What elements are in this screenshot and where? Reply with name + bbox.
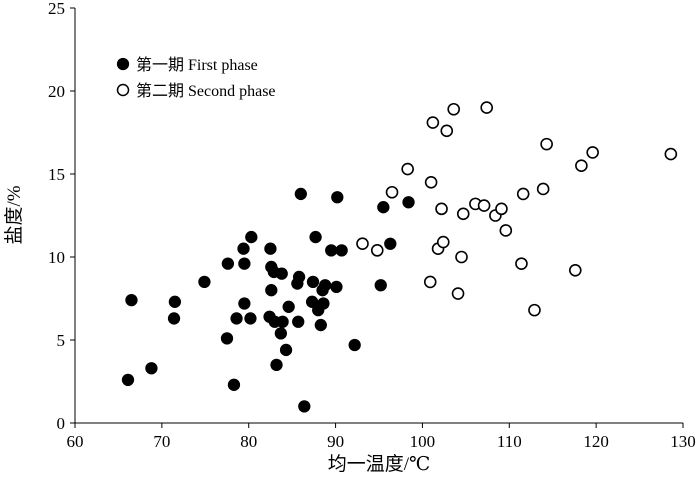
second-phase-point (426, 116, 440, 129)
second-phase-point (586, 146, 599, 159)
legend-marker-first-phase (116, 57, 130, 71)
second-phase-point (499, 224, 513, 237)
first-phase-point (309, 230, 322, 244)
data-points (121, 101, 678, 413)
first-phase-point (276, 315, 289, 328)
x-tick-label: 60 (67, 432, 84, 451)
second-phase-point (385, 185, 399, 199)
first-phase-point (265, 284, 278, 297)
legend-label-second-phase: 第二期 Second phase (136, 82, 276, 100)
second-phase-point (568, 263, 582, 277)
first-phase-point (167, 312, 181, 325)
first-phase-point (274, 327, 288, 340)
first-phase-point (318, 279, 332, 292)
second-phase-point (575, 159, 588, 172)
first-phase-point (282, 300, 295, 313)
second-phase-point (424, 176, 438, 189)
y-tick-label: 25 (48, 0, 65, 18)
first-phase-point (292, 270, 306, 284)
legend-label-first-phase: 第一期 First phase (136, 56, 258, 74)
y-axis-title: 盐度/% (3, 185, 25, 244)
first-phase-point (402, 196, 415, 209)
x-tick-label: 100 (410, 432, 436, 451)
second-phase-point (401, 162, 414, 176)
first-phase-point (270, 358, 283, 372)
second-phase-point (447, 102, 460, 116)
second-phase-point (477, 199, 491, 212)
first-phase-point (230, 312, 243, 325)
first-phase-point (238, 297, 251, 310)
first-phase-point (314, 318, 327, 332)
legend: 第一期 First phase 第二期 Second phase (116, 56, 276, 100)
first-phase-point (198, 275, 211, 289)
second-phase-point (536, 182, 550, 196)
first-phase-point (335, 244, 348, 257)
x-tick-label: 110 (497, 432, 522, 451)
first-phase-point (298, 400, 311, 413)
second-phase-point (440, 124, 454, 138)
second-phase-point (451, 287, 465, 300)
first-phase-point (145, 362, 158, 375)
first-phase-point (294, 187, 307, 201)
second-phase-point (456, 207, 470, 221)
first-phase-point (330, 280, 343, 294)
second-phase-point (495, 202, 508, 216)
second-phase-point (516, 187, 530, 201)
first-phase-point (238, 257, 251, 270)
first-phase-point (245, 230, 258, 244)
y-tick-label: 0 (57, 414, 66, 433)
first-phase-point (325, 244, 338, 257)
first-phase-point (227, 378, 241, 391)
first-phase-point (279, 343, 293, 357)
first-phase-point (264, 242, 277, 255)
x-tick-label: 90 (327, 432, 344, 451)
second-phase-point (436, 235, 450, 249)
second-phase-point (423, 275, 437, 289)
first-phase-point (374, 279, 387, 292)
first-phase-point (244, 312, 257, 325)
y-axis-ticks: 0 5 10 15 20 25 (48, 0, 75, 433)
first-phase-point (348, 338, 361, 352)
y-tick-label: 15 (48, 165, 65, 184)
first-phase-point (275, 267, 288, 280)
first-phase-point (168, 295, 182, 308)
first-phase-point (121, 373, 135, 386)
y-tick-label: 5 (57, 331, 66, 350)
first-phase-point (220, 332, 234, 345)
x-tick-label: 70 (153, 432, 170, 451)
x-tick-label: 120 (583, 432, 609, 451)
second-phase-point (528, 303, 541, 317)
first-phase-point (125, 294, 138, 307)
second-phase-point (664, 147, 678, 161)
first-phase-point (306, 275, 320, 289)
second-phase-point (515, 257, 528, 270)
second-phase-point (455, 250, 468, 264)
first-phase-point (221, 257, 235, 270)
y-tick-label: 10 (48, 248, 65, 267)
x-tick-label: 80 (240, 432, 257, 451)
first-phase-point (317, 297, 330, 310)
first-phase-point (292, 315, 305, 328)
x-axis-ticks: 60 70 80 90 100 110 120 130 (67, 423, 696, 451)
first-phase-point (237, 242, 250, 255)
x-axis-title: 均一温度/℃ (328, 453, 431, 475)
second-phase-point (370, 244, 384, 257)
second-phase-point (435, 202, 448, 216)
legend-marker-second-phase (116, 83, 130, 97)
x-tick-label: 130 (670, 432, 696, 451)
first-phase-point (377, 201, 390, 214)
second-phase-point (356, 237, 369, 251)
second-phase-point (540, 137, 553, 151)
second-phase-point (480, 101, 494, 114)
first-phase-point (331, 191, 344, 204)
y-tick-label: 20 (48, 82, 65, 101)
first-phase-point (384, 237, 397, 250)
